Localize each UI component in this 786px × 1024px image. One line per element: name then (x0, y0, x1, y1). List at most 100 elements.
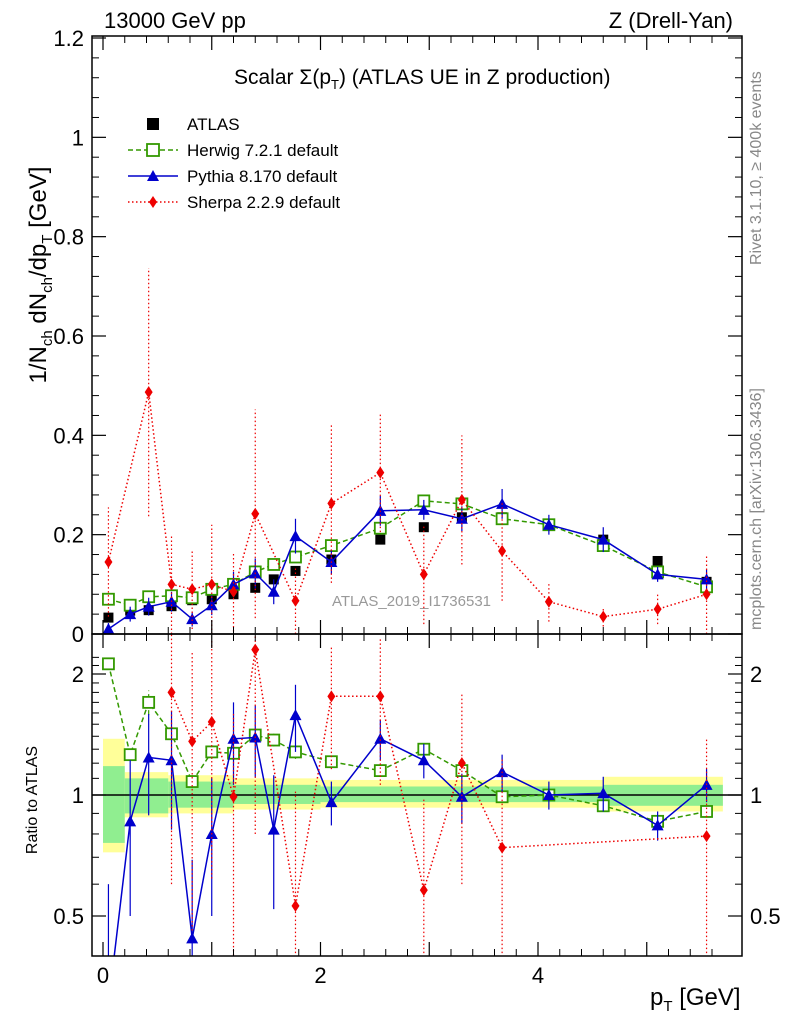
sherpa-ratio-line (170, 649, 707, 906)
x-tick-label: 2 (314, 963, 326, 988)
band-inner-segment (103, 766, 125, 843)
svg-text:Scalar Σ(pT) (ATLAS UE in Z pr: Scalar Σ(pT) (ATLAS UE in Z production) (234, 66, 611, 92)
sherpa-ratio-point (702, 830, 711, 843)
sherpa-point (167, 578, 176, 591)
legend-herwig-label: Herwig 7.2.1 default (187, 141, 338, 160)
pythia-point (542, 518, 555, 530)
legend-pythia: Pythia 8.170 default (128, 167, 338, 186)
sherpa-ratio-point (167, 686, 176, 699)
pythia-ratio-point (124, 815, 137, 827)
pythia-point (267, 585, 280, 597)
herwig-ratio-point (205, 745, 219, 759)
header-left: 13000 GeV pp (104, 8, 246, 33)
pythia-line (107, 503, 707, 630)
pythia-point (227, 578, 240, 590)
pythia-point (374, 504, 387, 516)
pythia-point (417, 503, 430, 515)
herwig-ratio-point (324, 755, 338, 769)
sherpa-point (419, 568, 428, 581)
ratio-uncertainty-band (92, 738, 742, 853)
herwig-ratio-point (142, 695, 156, 709)
legend: ATLAS Herwig 7.2.1 default Pythia 8.170 … (128, 115, 340, 212)
legend-atlas-label: ATLAS (187, 115, 240, 134)
pythia-ratio-point (496, 766, 509, 778)
ratio-y-tick-label-left: 2 (72, 662, 84, 687)
sherpa-line (107, 391, 707, 618)
sherpa-point (498, 545, 507, 558)
svg-text:1/Nch dNch/dpT [GeV]: 1/Nch dNch/dpT [GeV] (25, 167, 56, 384)
herwig-ratio-point (102, 657, 115, 671)
pythia-ratio-point (186, 932, 199, 944)
pythia-ratio-point (289, 709, 302, 721)
atlas-point (652, 555, 663, 566)
sherpa-point (544, 595, 553, 608)
pythia-ratio-point (597, 787, 610, 799)
sherpa-ratio-point (419, 884, 428, 897)
sherpa-point (144, 386, 153, 399)
sherpa-ratio-point (291, 899, 300, 912)
x-tick-label: 0 (97, 963, 109, 988)
pythia-ratio-line (113, 712, 708, 956)
pythia-ratio-point (325, 796, 338, 808)
sherpa-point (104, 555, 113, 568)
band-inner-segment (124, 778, 169, 814)
pythia-ratio-point (142, 751, 155, 763)
sherpa-point (188, 583, 197, 596)
sherpa-point (599, 610, 608, 623)
y-tick-label-top: 0.2 (53, 523, 84, 548)
y-tick-label-top: 0 (72, 622, 84, 647)
sherpa-ratio-point (188, 735, 197, 748)
y-tick-label-top: 0.6 (53, 324, 84, 349)
pythia-point (651, 568, 664, 580)
herwig-point (267, 558, 281, 571)
atlas-point (103, 612, 114, 623)
analysis-label: ATLAS_2019_I1736531 (332, 593, 491, 610)
axes: 0 0.2 0.4 0.6 0.8 1 1.2 0 2 4 0.5 0.5 1 1 2 2 (53, 26, 780, 988)
pythia-point (455, 512, 468, 524)
top-plot-data (102, 267, 713, 634)
legend-pythia-label: Pythia 8.170 default (187, 167, 338, 186)
herwig-line (108, 500, 707, 606)
ratio-y-tick-label-right: 0.5 (750, 904, 781, 929)
ratio-y-tick-label-left: 0.5 (53, 904, 84, 929)
y-tick-label-top: 0.4 (53, 423, 84, 448)
pythia-ratio-point (102, 999, 114, 1010)
chart-title: Scalar Σ(pT) (ATLAS UE in Z production) (234, 66, 611, 92)
herwig-ratio-point (700, 805, 713, 818)
sherpa-ratio-point (376, 690, 385, 703)
sherpa-ratio-point (327, 690, 336, 703)
sherpa-point (327, 497, 336, 510)
pythia-ratio-point (374, 732, 387, 744)
sherpa-point (291, 594, 300, 607)
herwig-ratio-point (373, 764, 387, 778)
atlas-point (375, 534, 386, 545)
pythia-point (597, 533, 610, 545)
pythia-point (142, 600, 155, 612)
pythia-point (186, 613, 199, 625)
herwig-ratio-point (267, 733, 281, 747)
sherpa-ratio-point (207, 715, 216, 728)
x-tick-label: 4 (532, 963, 544, 988)
ratio-plot-data (102, 634, 713, 1010)
legend-sherpa-label: Sherpa 2.2.9 default (187, 193, 340, 212)
sherpa-ratio-point (498, 841, 507, 854)
sherpa-point (229, 585, 238, 598)
herwig-ratio-point (123, 748, 137, 762)
ratio-y-tick-label-right: 1 (750, 783, 762, 808)
pythia-point (289, 530, 302, 542)
pythia-ratio-point (455, 790, 468, 802)
sherpa-point (251, 507, 260, 520)
mcplots-label: mcplots.cern.ch [arXiv:1306.3436] (748, 388, 765, 630)
pythia-ratio-point (651, 819, 664, 831)
sherpa-point (376, 466, 385, 479)
y-axis-label-top: 1/Nch dNch/dpT [GeV] (25, 167, 56, 384)
sherpa-ratio-point (229, 790, 238, 803)
rivet-label: Rivet 3.1.10, ≥ 400k events (748, 71, 765, 265)
pythia-point (700, 573, 713, 585)
x-axis-label: pT [GeV] (650, 984, 741, 1015)
pythia-ratio-point (417, 754, 430, 766)
y-tick-label-top: 1 (72, 125, 84, 150)
sherpa-ratio-point (251, 643, 260, 656)
pythia-ratio-point (267, 823, 280, 835)
y-tick-label-top: 0.8 (53, 225, 84, 250)
